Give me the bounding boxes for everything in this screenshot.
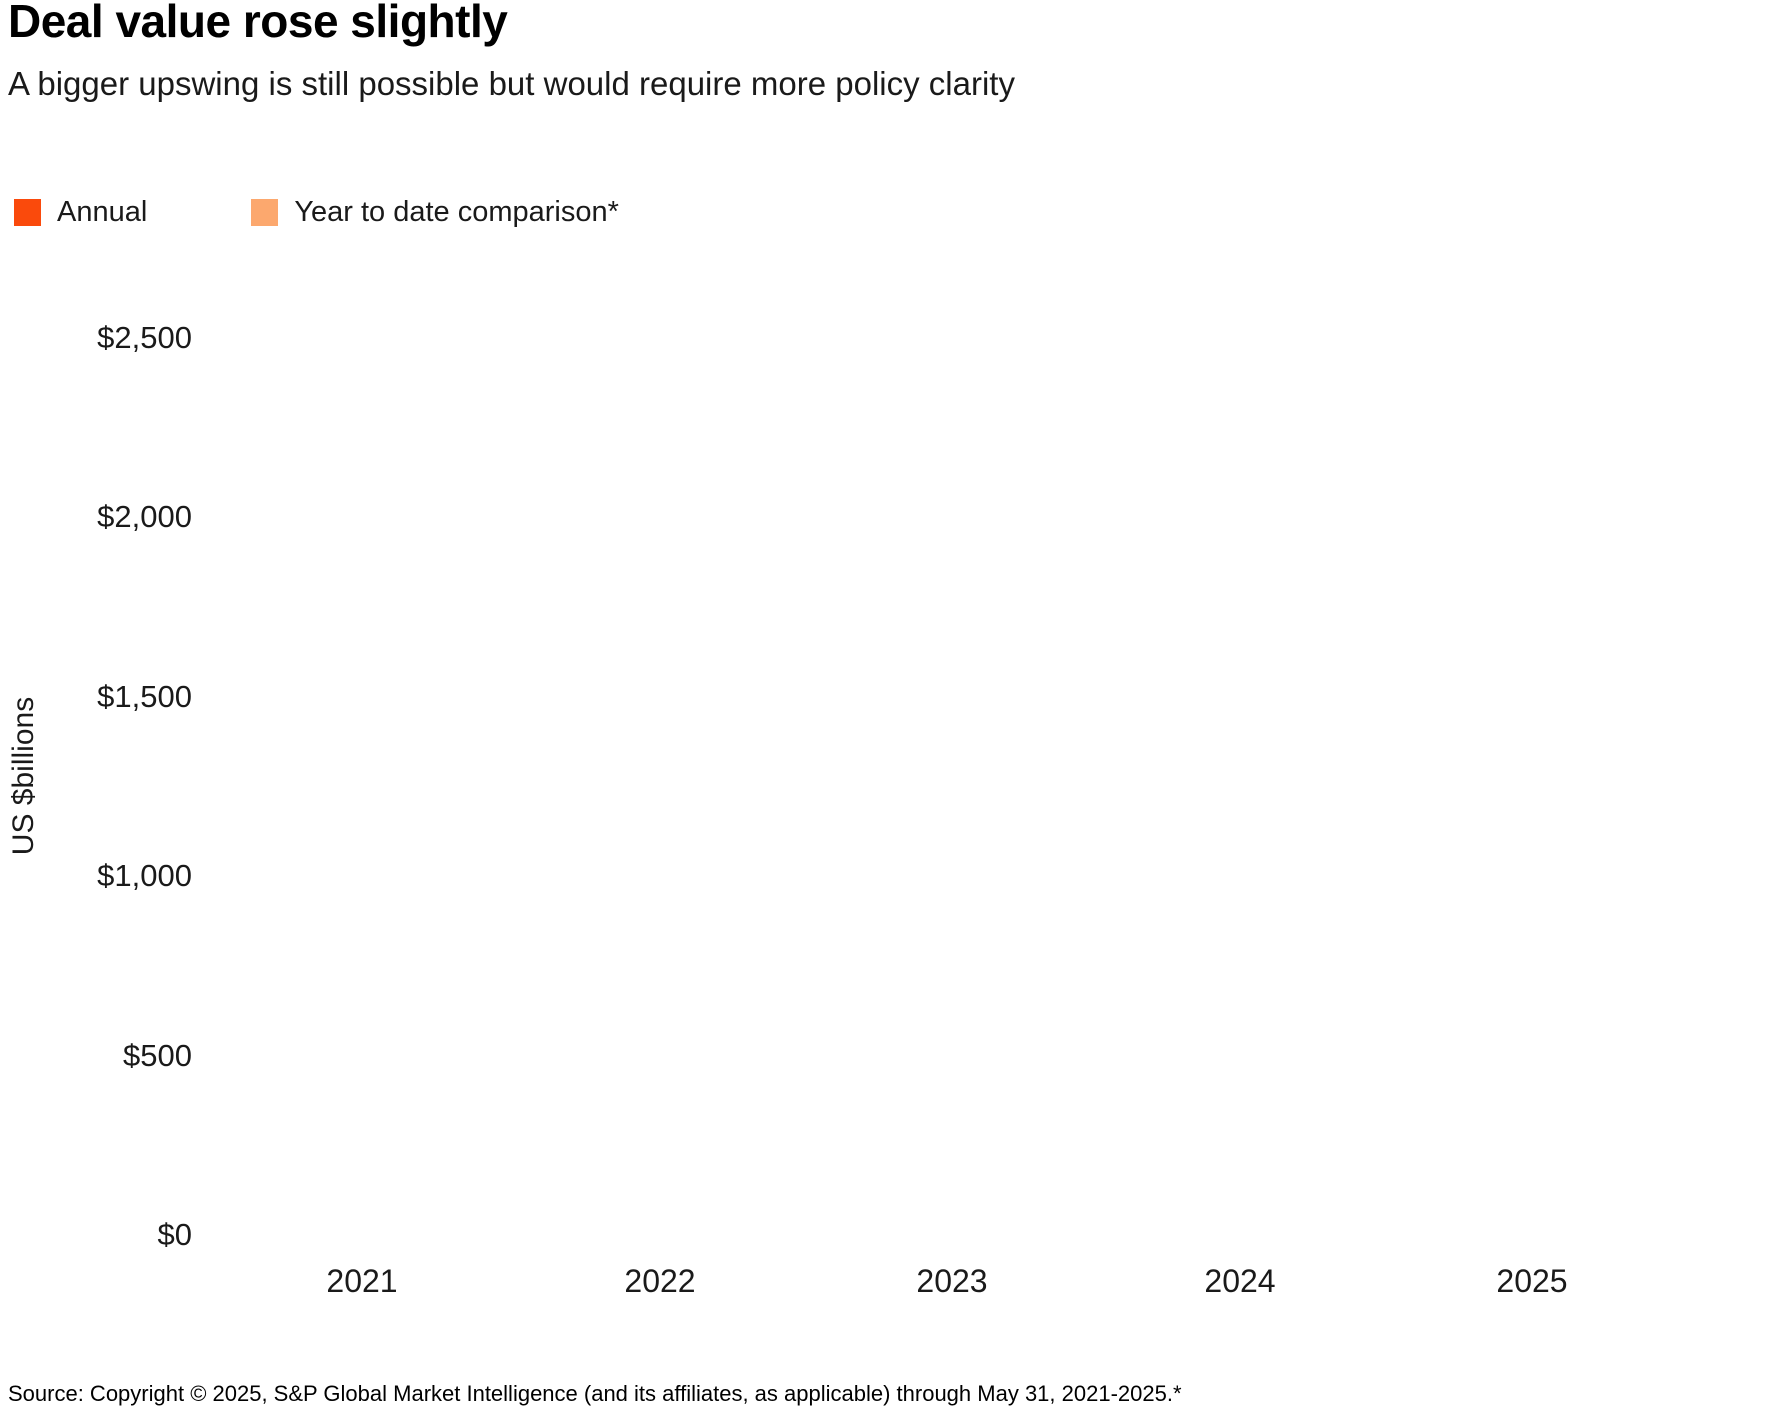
legend-item-annual: Annual xyxy=(14,198,147,227)
annual-swatch-icon xyxy=(14,199,41,226)
x-tick-label: 2025 xyxy=(1496,1263,1568,1299)
ytd-swatch-icon xyxy=(251,199,279,226)
source-attribution: Source: Copyright © 2025, S&P Global Mar… xyxy=(8,1381,1182,1406)
y-tick-label: $2,500 xyxy=(97,320,192,355)
legend-label-annual: Annual xyxy=(57,196,148,228)
y-tick-label: $500 xyxy=(123,1038,192,1073)
y-tick-label: $1,500 xyxy=(97,679,192,714)
x-tick-label: 2024 xyxy=(1204,1263,1276,1299)
chart-subtitle: A bigger upswing is still possible but w… xyxy=(8,65,1015,102)
legend-item-ytd: Year to date comparison* xyxy=(251,198,619,227)
y-tick-label: $1,000 xyxy=(97,858,192,893)
legend: Annual Year to date comparison* xyxy=(14,198,619,227)
x-tick-label: 2023 xyxy=(916,1263,988,1299)
plot-area xyxy=(216,338,1676,1235)
x-tick-label: 2021 xyxy=(326,1263,398,1299)
x-tick-label: 2022 xyxy=(624,1263,696,1299)
chart-title: Deal value rose slightly xyxy=(8,0,508,47)
legend-label-ytd: Year to date comparison* xyxy=(294,196,619,228)
y-tick-label: $0 xyxy=(157,1217,192,1252)
y-tick-label: $2,000 xyxy=(97,499,192,534)
y-axis-title: US $billions xyxy=(7,696,40,856)
